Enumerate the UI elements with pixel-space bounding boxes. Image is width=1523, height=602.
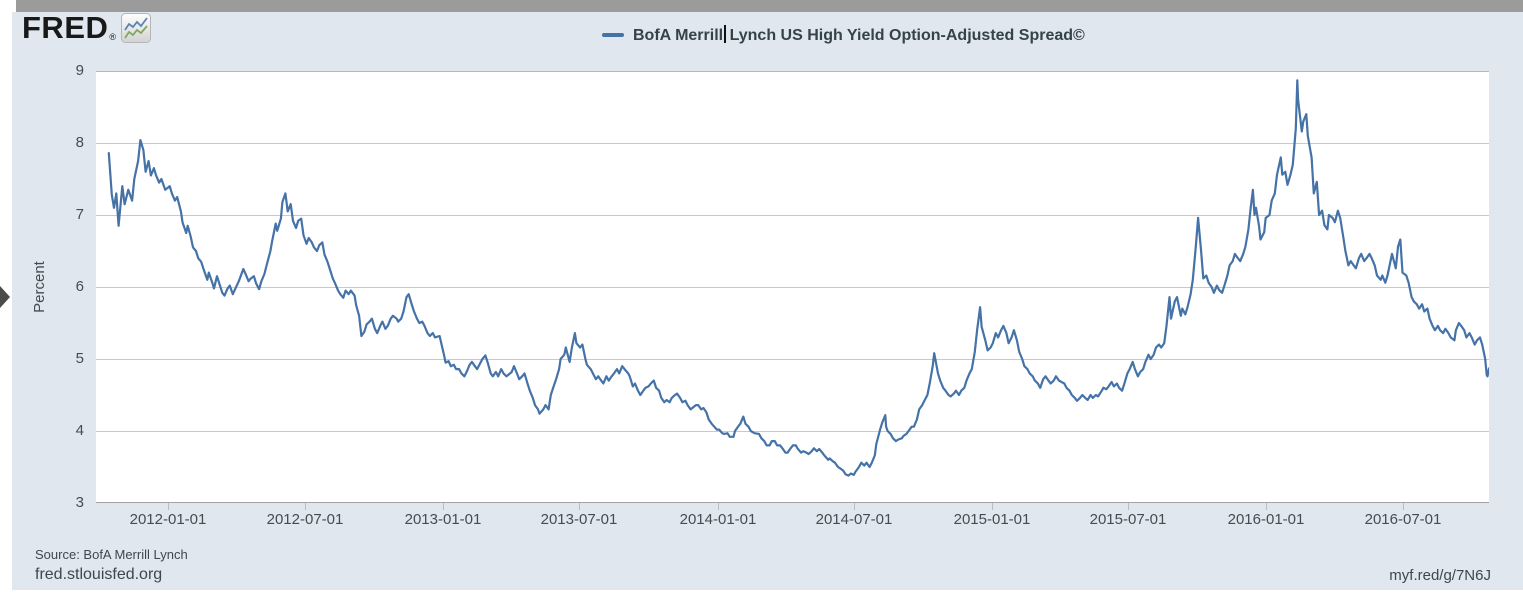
x-tick-mark-2014-01-01 [718,503,719,510]
x-tick-label-2016-01-01: 2016-01-01 [1227,511,1305,528]
x-tick-label-2015-01-01: 2015-01-01 [953,511,1031,528]
y-tick-label-7: 7 [75,206,84,223]
sidebar-expand-arrow-icon[interactable] [0,286,10,308]
y-tick-label-4: 4 [75,422,84,439]
legend-label: BofA Merrill Lynch US High Yield Option-A… [633,25,1085,45]
registered-mark: ® [109,32,117,42]
x-tick-label-2012-01-01: 2012-01-01 [129,511,207,528]
x-tick-mark-2014-07-01 [854,503,855,510]
x-tick-mark-2016-01-01 [1266,503,1267,510]
source-note: Source: BofA Merrill Lynch [35,547,188,562]
text-cursor [724,25,726,43]
x-tick-label-2012-07-01: 2012-07-01 [266,511,344,528]
legend[interactable]: BofA Merrill Lynch US High Yield Option-A… [602,25,1085,45]
y-tick-label-9: 9 [75,62,84,79]
x-tick-label-2016-07-01: 2016-07-01 [1364,511,1442,528]
x-tick-label-2015-07-01: 2015-07-01 [1089,511,1167,528]
plot-svg [96,71,1491,503]
fred-logo-text: FRED [22,10,109,45]
site-link[interactable]: fred.stlouisfed.org [35,566,163,583]
fred-sparkline-icon [121,13,152,43]
y-tick-label-3: 3 [75,494,84,511]
x-tick-mark-2012-01-01 [168,503,169,510]
x-tick-label-2013-07-01: 2013-07-01 [540,511,618,528]
x-tick-mark-2015-01-01 [992,503,993,510]
fred-logo[interactable]: FRED ® [22,10,152,45]
x-tick-label-2014-07-01: 2014-07-01 [815,511,893,528]
x-tick-mark-2012-07-01 [305,503,306,510]
x-tick-label-2014-01-01: 2014-01-01 [679,511,757,528]
x-tick-mark-2015-07-01 [1128,503,1129,510]
legend-line-swatch [602,33,624,37]
window-top-bar [16,0,1523,12]
y-tick-label-8: 8 [75,134,84,151]
y-tick-label-6: 6 [75,278,84,295]
short-url-link[interactable]: myf.red/g/7N6J [1389,567,1491,584]
x-tick-label-2013-01-01: 2013-01-01 [404,511,482,528]
x-tick-mark-2013-01-01 [443,503,444,510]
x-tick-mark-2016-07-01 [1403,503,1404,510]
series-line-0 [107,79,1491,477]
plot-area[interactable] [96,71,1491,503]
legend-label-part2: Lynch US High Yield Option-Adjusted Spre… [729,27,1085,44]
legend-label-part1: BofA Merrill [633,27,724,44]
x-tick-mark-2013-07-01 [579,503,580,510]
y-tick-label-5: 5 [75,350,84,367]
